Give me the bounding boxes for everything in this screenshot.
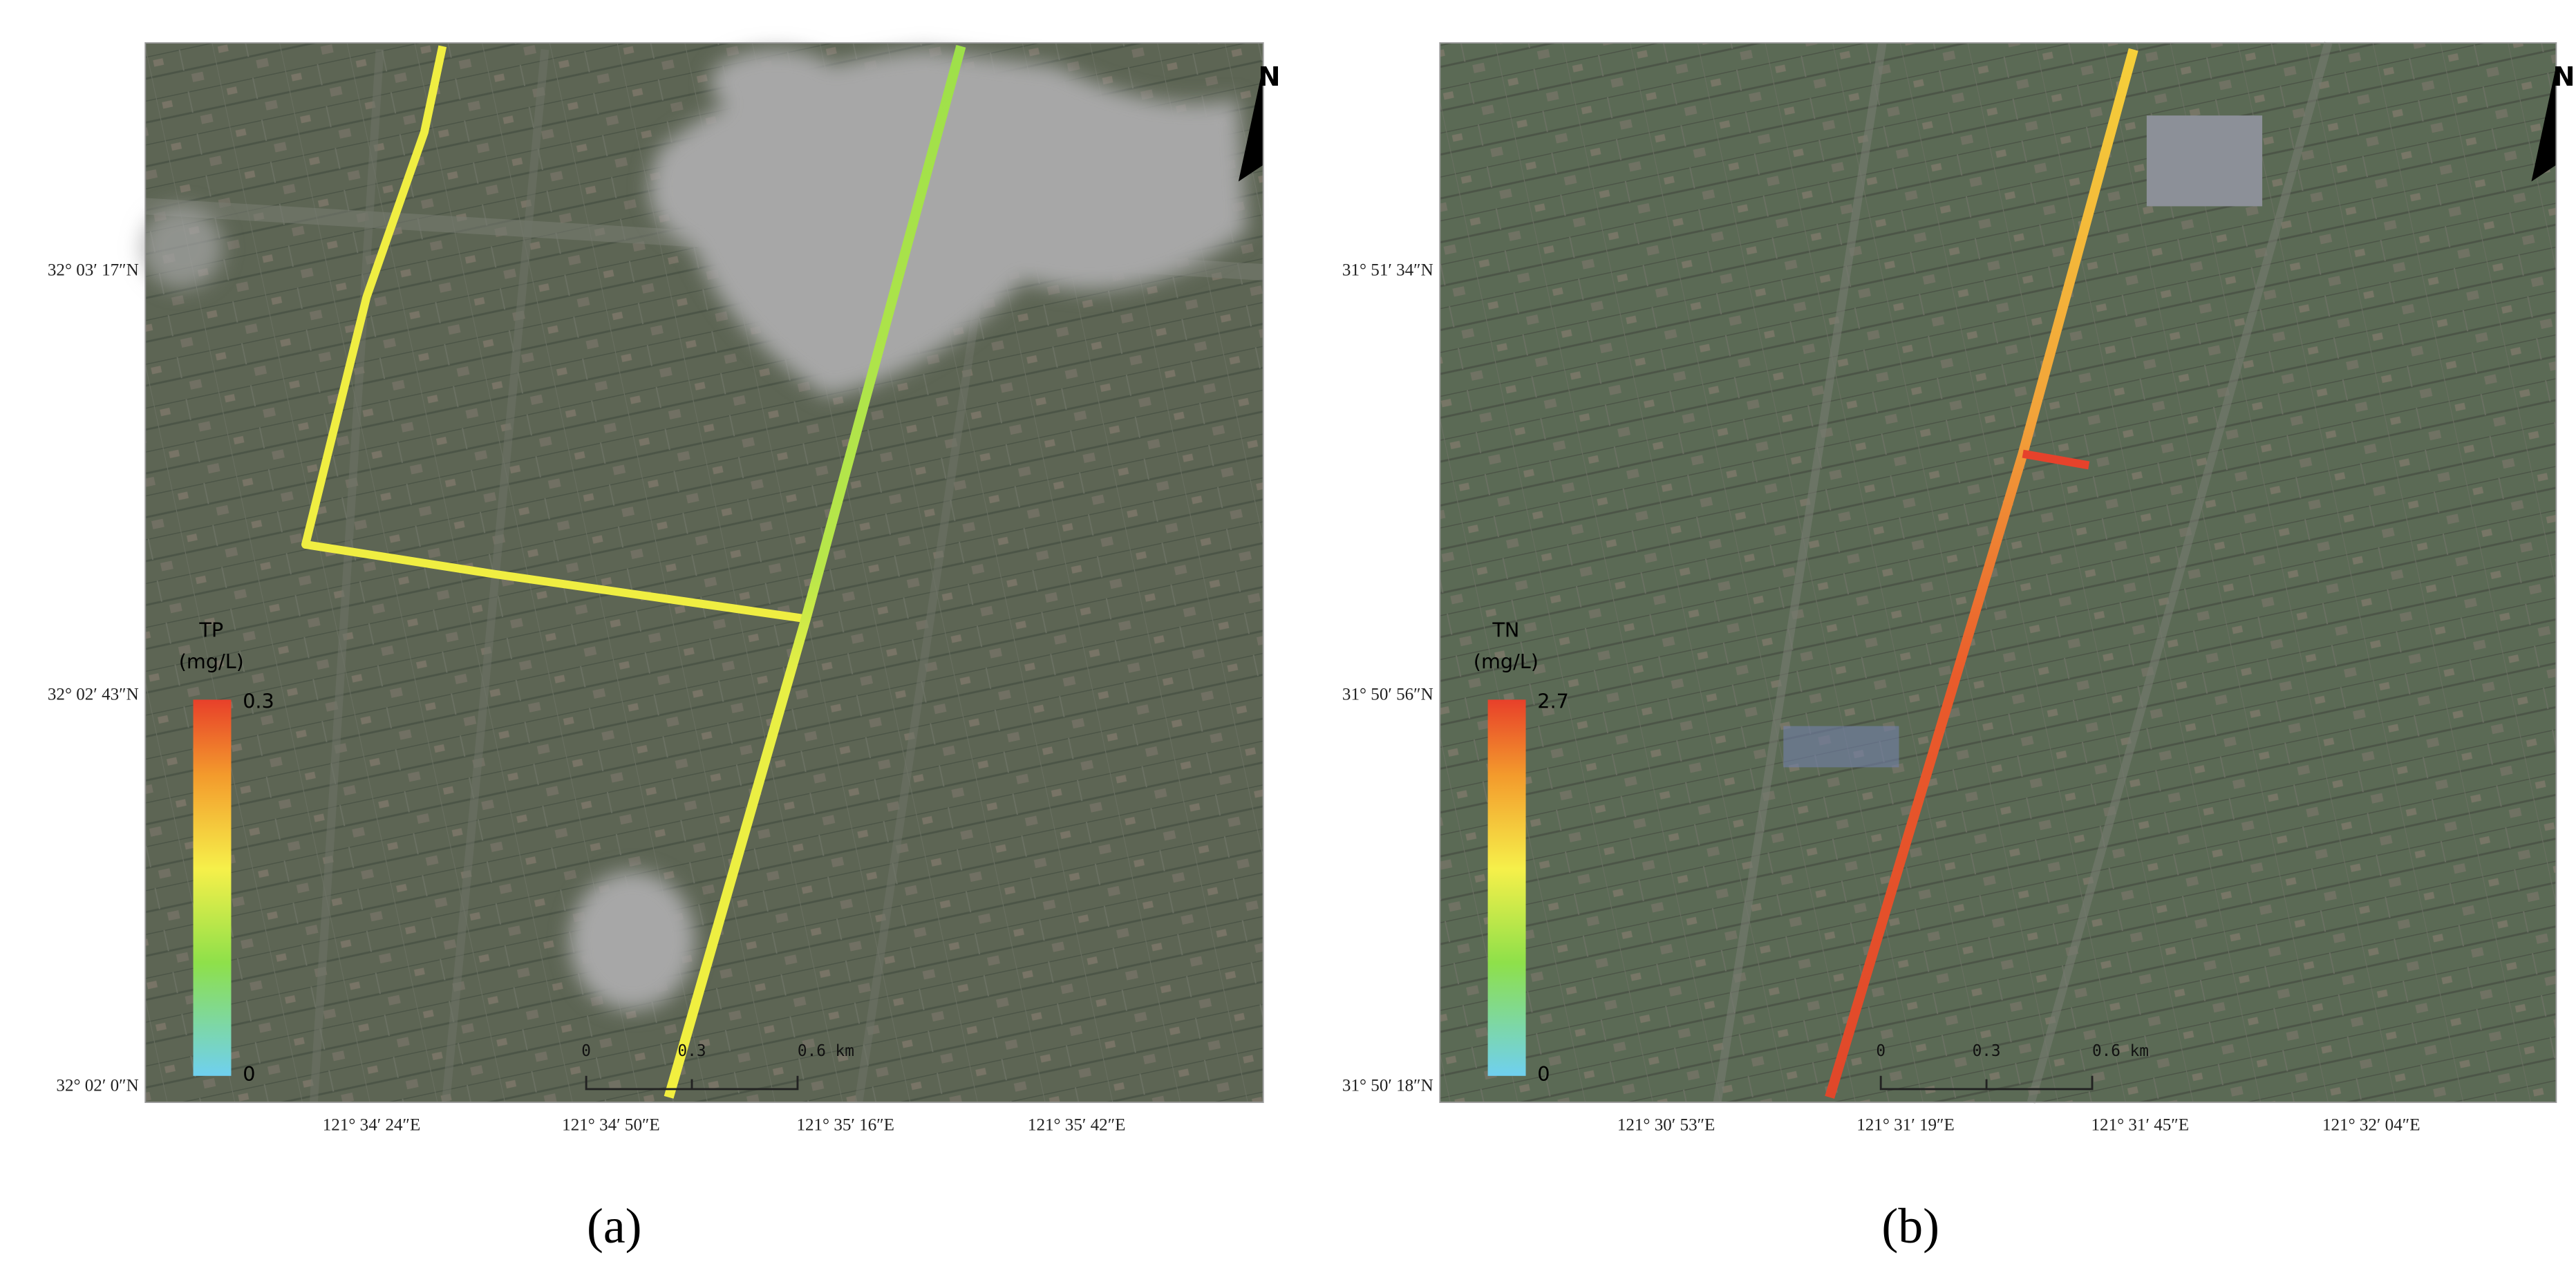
road	[1713, 41, 2333, 1104]
panel-annotations: 32° 03′ 17″N 32° 02′ 43″N 32° 02′ 0″N 121° …	[48, 42, 1280, 1254]
legend-title: TN	[1492, 619, 1519, 642]
latitude-label: 31° 51′ 34″N	[1342, 261, 1433, 280]
legend-title: TP	[198, 619, 223, 642]
longitude-label: 121° 34′ 50″E	[562, 1116, 660, 1135]
panel-label: (a)	[587, 1199, 642, 1254]
panel-label: (b)	[1881, 1199, 1939, 1254]
river-branch	[2022, 449, 2090, 470]
map-panel-b	[1440, 41, 2557, 1104]
legend-unit: (mg/L)	[1474, 650, 1539, 673]
river-branch	[301, 45, 807, 623]
scale-bar-label: 0.3	[678, 1042, 706, 1060]
color-bar	[193, 699, 232, 1076]
scale-bar-label: 0.3	[1973, 1042, 2001, 1060]
latitude-label: 31° 50′ 56″N	[1342, 685, 1433, 704]
longitude-label: 121° 34′ 24″E	[323, 1116, 421, 1135]
longitude-label: 121° 35′ 16″E	[796, 1116, 894, 1135]
scale-bar-label: 0.6 km	[2092, 1042, 2149, 1060]
legend-unit: (mg/L)	[179, 650, 244, 673]
map-panel-a	[140, 43, 1264, 1103]
latitude-label: 32° 02′ 0″N	[56, 1076, 138, 1095]
color-bar	[1487, 699, 1526, 1076]
scale-bar	[1879, 1075, 2094, 1091]
building	[2146, 115, 2263, 207]
map-frame	[144, 42, 1264, 1103]
legend-max-label: 0.3	[243, 689, 274, 713]
north-label: N	[1258, 62, 1280, 93]
latitude-label: 31° 50′ 18″N	[1342, 1076, 1433, 1095]
longitude-label: 121° 31′ 19″E	[1856, 1116, 1955, 1135]
latitude-label: 32° 02′ 43″N	[48, 685, 139, 704]
field-texture	[1440, 43, 2557, 1103]
building	[1783, 726, 1899, 768]
scale-bar	[585, 1075, 799, 1091]
map-frame	[1439, 42, 2557, 1103]
north-label: N	[2553, 62, 2575, 93]
scale-bar-label: 0.6 km	[798, 1042, 854, 1060]
longitude-label: 121° 32′ 04″E	[2322, 1116, 2420, 1135]
legend-min-label: 0	[1537, 1062, 1550, 1086]
clouds	[140, 49, 1247, 1010]
longitude-label: 121° 31′ 45″E	[2091, 1116, 2189, 1135]
longitude-label: 121° 35′ 42″E	[1028, 1116, 1126, 1135]
longitude-label: 121° 30′ 53″E	[1617, 1116, 1715, 1135]
scale-bar-label: 0	[1876, 1042, 1886, 1060]
latitude-label: 32° 03′ 17″N	[48, 261, 139, 280]
legend-min-label: 0	[243, 1062, 255, 1086]
river-main	[664, 44, 966, 1099]
legend-max-label: 2.7	[1537, 689, 1569, 713]
panel-annotations: 31° 51′ 34″N 31° 50′ 56″N 31° 50′ 18″N 121°…	[1342, 42, 2575, 1254]
scale-bar-label: 0	[581, 1042, 591, 1060]
